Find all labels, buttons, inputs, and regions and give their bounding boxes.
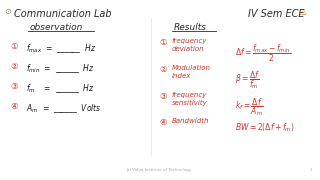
Text: ①: ① <box>159 38 166 47</box>
Text: $BW = 2(\Delta f+f_m)$: $BW = 2(\Delta f+f_m)$ <box>235 122 295 134</box>
Text: Jai Vidya Institute of Technology: Jai Vidya Institute of Technology <box>126 168 191 172</box>
Text: Modulation
index: Modulation index <box>172 65 211 79</box>
Text: ④: ④ <box>10 102 17 111</box>
Text: $\beta = \dfrac{\Delta f}{f_m}$: $\beta = \dfrac{\Delta f}{f_m}$ <box>235 69 260 91</box>
Text: ①: ① <box>10 42 17 51</box>
Text: ⊙: ⊙ <box>4 7 11 16</box>
Text: △: △ <box>300 7 306 16</box>
Text: $\Delta f = \dfrac{f_{max}-f_{min}}{2}$: $\Delta f = \dfrac{f_{max}-f_{min}}{2}$ <box>235 42 292 64</box>
Text: ②: ② <box>10 62 17 71</box>
Text: ②: ② <box>159 65 166 74</box>
Text: Bandwidth: Bandwidth <box>172 118 209 124</box>
Text: $k_f = \dfrac{\Delta f}{A_m}$: $k_f = \dfrac{\Delta f}{A_m}$ <box>235 96 264 118</box>
Text: f$_{max}$  =  ______  Hz: f$_{max}$ = ______ Hz <box>26 42 96 55</box>
Text: 1: 1 <box>309 168 312 172</box>
Text: Communication Lab: Communication Lab <box>14 9 112 19</box>
Text: ④: ④ <box>159 118 166 127</box>
Text: Results: Results <box>174 23 207 32</box>
Text: frequency
sensitivity: frequency sensitivity <box>172 92 208 106</box>
Text: IV Sem ECE: IV Sem ECE <box>248 9 305 19</box>
Text: f$_{min}$  =  ______  Hz: f$_{min}$ = ______ Hz <box>26 62 95 75</box>
Text: frequency
deviation: frequency deviation <box>172 38 207 52</box>
Text: A$_m$  =  ______  Volts: A$_m$ = ______ Volts <box>26 102 101 115</box>
Text: ③: ③ <box>10 82 17 91</box>
Text: ③: ③ <box>159 92 166 101</box>
Text: f$_m$    =  ______  Hz: f$_m$ = ______ Hz <box>26 82 95 95</box>
Text: observation: observation <box>30 23 83 32</box>
